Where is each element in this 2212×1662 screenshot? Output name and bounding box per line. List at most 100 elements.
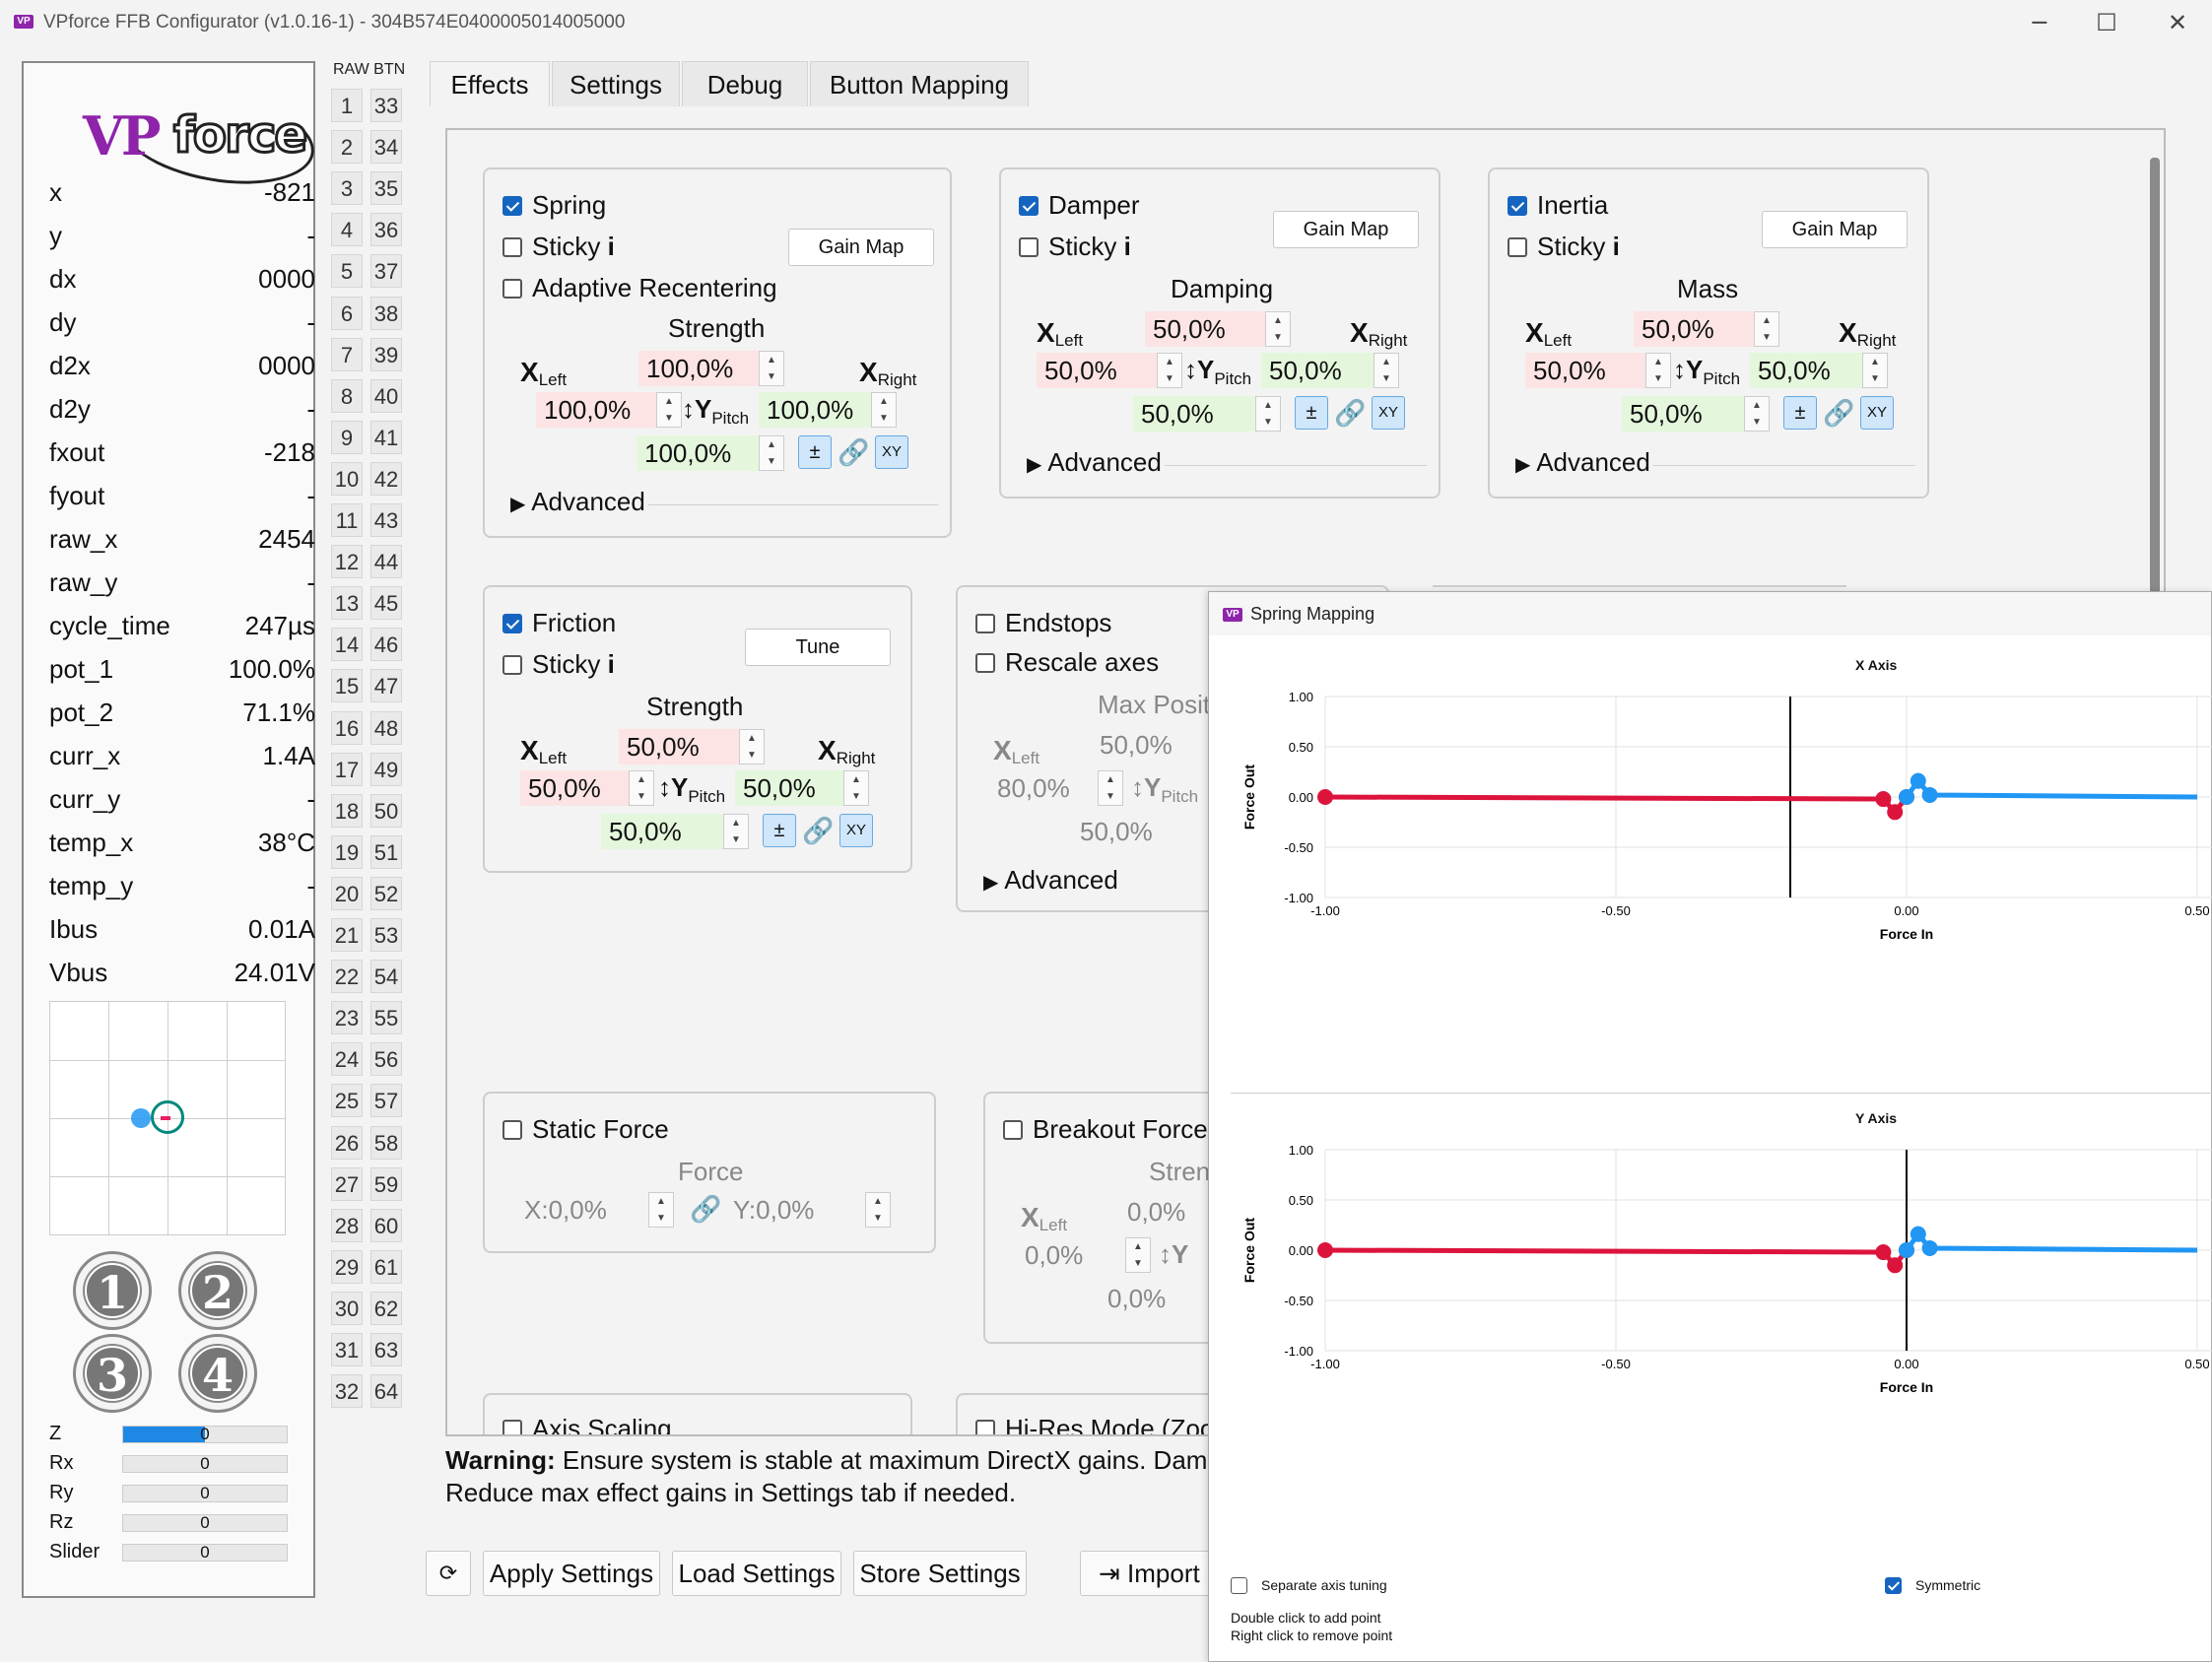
link-icon[interactable]: 🔗 — [1334, 398, 1367, 428]
endstops-left-spinbox[interactable]: 80,0% ▲ ▼ — [989, 770, 1123, 806]
link-icon[interactable]: 🔗 — [838, 437, 870, 467]
damper-gain-map-button[interactable]: Gain Map — [1273, 211, 1419, 248]
btn-button-cell: 42 — [370, 461, 402, 496]
static-force-checkbox[interactable]: Static Force — [503, 1113, 669, 1145]
friction-strength-label: Strength — [646, 692, 744, 721]
spring-xy-button[interactable]: XY — [875, 435, 908, 469]
y-axis-mapping-chart[interactable]: 1.00 0.50 0.00 -0.50 -1.00-1.00 -0.50 0.00 0.50… — [1209, 1128, 2212, 1532]
damper-advanced-toggle[interactable]: ▶ Advanced — [1027, 447, 1162, 477]
spring-right-spinbox[interactable]: 100,0% ▲ ▼ — [759, 392, 897, 428]
damper-right-spinbox[interactable]: 50,0% ▲ ▼ — [1261, 353, 1399, 388]
inertia-advanced-toggle[interactable]: ▶ Advanced — [1515, 447, 1650, 477]
breakout-left-spinbox[interactable]: 0,0% ▲ ▼ — [1017, 1237, 1151, 1273]
tab-button-mapping[interactable]: Button Mapping — [810, 61, 1029, 106]
inertia-left-spinbox[interactable]: 50,0% ▲ ▼ — [1525, 353, 1671, 388]
breakout-force-checkbox[interactable]: Breakout Force — [1003, 1113, 1208, 1145]
static-force-group: Static Force Force X:0,0% ▲ ▼ 🔗 Y:0,0% ▲ ▼ — [483, 1092, 936, 1253]
minimize-button[interactable]: ─ — [2032, 9, 2047, 36]
damper-top-spinbox[interactable]: 50,0% ▲ ▼ — [1145, 311, 1291, 347]
static-force-y-spinbox[interactable]: Y:0,0% ▲ ▼ — [725, 1192, 891, 1228]
series-line-0 — [1324, 794, 1909, 815]
hires-mode-checkbox[interactable]: Hi-Res Mode (Zoo — [975, 1413, 1214, 1434]
series-line-1 — [1904, 1231, 2198, 1253]
endstops-top-spinbox[interactable]: 50,0% — [1100, 730, 1173, 760]
damper-left-spinbox[interactable]: 50,0% ▲ ▼ — [1037, 353, 1182, 388]
spring-sticky-checkbox[interactable]: Sticky i — [503, 231, 615, 262]
endstops-bottom-spinbox[interactable]: 50,0% — [1080, 817, 1153, 846]
axis-scaling-checkbox[interactable]: Axis Scaling — [503, 1413, 672, 1434]
store-settings-button[interactable]: Store Settings — [853, 1551, 1027, 1596]
close-button[interactable]: ✕ — [2167, 9, 2188, 36]
y-pitch-label: ↕YPitch — [1184, 355, 1252, 389]
apply-settings-button[interactable]: Apply Settings — [483, 1551, 660, 1596]
btn-button-cell: 49 — [370, 752, 402, 786]
link-icon[interactable]: 🔗 — [690, 1194, 722, 1224]
inertia-right-spinbox[interactable]: 50,0% ▲ ▼ — [1750, 353, 1888, 388]
spring-bottom-spinbox[interactable]: 100,0% ▲ ▼ — [637, 435, 784, 471]
breakout-bottom-spinbox[interactable]: 0,0% — [1107, 1284, 1167, 1313]
maximize-button[interactable]: ☐ — [2096, 9, 2117, 36]
spring-gain-map-button[interactable]: Gain Map — [788, 229, 934, 266]
btn-button-cell: 40 — [370, 378, 402, 413]
force-position-ring — [151, 1100, 184, 1134]
inertia-symmetric-button[interactable]: ± — [1783, 396, 1817, 430]
damper-sticky-checkbox[interactable]: Sticky i — [1019, 231, 1131, 262]
inertia-top-spinbox[interactable]: 50,0% ▲ ▼ — [1634, 311, 1779, 347]
spring-top-spinbox[interactable]: 100,0% ▲ ▼ — [638, 351, 784, 386]
tab-settings[interactable]: Settings — [552, 61, 680, 106]
x-axis-mapping-chart[interactable]: 1.00 0.50 0.00 -0.50 -1.00-1.00 -0.50 0.00 0.50… — [1209, 675, 2212, 1079]
raw-button-cell: 15 — [331, 669, 363, 703]
friction-right-spinbox[interactable]: 50,0% ▲ ▼ — [735, 770, 869, 806]
friction-tune-button[interactable]: Tune — [745, 629, 891, 666]
friction-checkbox[interactable]: Friction — [503, 607, 616, 638]
import-button[interactable]: ⇥ Import — [1080, 1551, 1228, 1596]
btn-button-cell: 39 — [370, 337, 402, 371]
inertia-sticky-checkbox[interactable]: Sticky i — [1508, 231, 1620, 262]
link-icon[interactable]: 🔗 — [1823, 398, 1855, 428]
rescale-axes-checkbox[interactable]: Rescale axes — [975, 646, 1159, 678]
adaptive-recentering-checkbox[interactable]: Adaptive Recentering — [503, 272, 777, 303]
symmetric-checkbox[interactable]: Symmetric — [1885, 1577, 1980, 1594]
damper-checkbox[interactable]: Damper — [1019, 189, 1139, 221]
friction-top-spinbox[interactable]: 50,0% ▲ ▼ — [619, 729, 765, 765]
btn-button-cell: 47 — [370, 669, 402, 703]
force-vector — [161, 1116, 170, 1120]
btn-button-cell: 64 — [370, 1374, 402, 1409]
inertia-gain-map-button[interactable]: Gain Map — [1762, 211, 1908, 248]
friction-bottom-spinbox[interactable]: 50,0% ▲ ▼ — [601, 814, 749, 849]
spring-advanced-toggle[interactable]: ▶ Advanced — [510, 487, 645, 516]
separate-axis-tuning-checkbox[interactable]: Separate axis tuning — [1231, 1577, 1387, 1594]
breakout-top-spinbox[interactable]: 0,0% — [1127, 1197, 1186, 1227]
spring-left-spinbox[interactable]: 100,0% ▲ ▼ — [536, 392, 682, 428]
telemetry-key: curr_y — [49, 784, 121, 814]
tab-debug[interactable]: Debug — [682, 61, 808, 106]
link-icon[interactable]: 🔗 — [802, 816, 835, 845]
x-tick-label: 0.50 — [2184, 903, 2209, 918]
endstops-checkbox[interactable]: Endstops — [975, 607, 1111, 638]
inertia-bottom-spinbox[interactable]: 50,0% ▲ ▼ — [1622, 396, 1770, 432]
damper-symmetric-button[interactable]: ± — [1295, 396, 1328, 430]
spring-checkbox[interactable]: Spring — [503, 189, 606, 221]
telemetry-row-dx: dx 0000 — [49, 264, 315, 299]
static-force-x-spinbox[interactable]: X:0,0% ▲ ▼ — [516, 1192, 674, 1228]
friction-sticky-checkbox[interactable]: Sticky i — [503, 648, 615, 680]
telemetry-row-y: y- — [49, 221, 315, 256]
damper-bottom-spinbox[interactable]: 50,0% ▲ ▼ — [1133, 396, 1281, 432]
load-settings-button[interactable]: Load Settings — [672, 1551, 841, 1596]
btn-button-cell: 53 — [370, 918, 402, 952]
friction-symmetric-button[interactable]: ± — [763, 814, 796, 847]
raw-button-cell: 2 — [331, 130, 363, 165]
spring-symmetric-button[interactable]: ± — [798, 435, 832, 469]
inertia-checkbox[interactable]: Inertia — [1508, 189, 1608, 221]
inertia-xy-button[interactable]: XY — [1860, 396, 1894, 430]
telemetry-value: 71.1% — [242, 698, 315, 727]
friction-xy-button[interactable]: XY — [839, 814, 873, 847]
endstops-advanced-toggle[interactable]: ▶ Advanced — [983, 865, 1118, 895]
telemetry-value: 0000 — [258, 351, 315, 380]
telemetry-value: 1.4A — [262, 741, 316, 770]
refresh-button[interactable]: ⟳ — [426, 1551, 471, 1596]
tab-effects[interactable]: Effects — [430, 61, 550, 106]
damper-xy-button[interactable]: XY — [1372, 396, 1405, 430]
friction-left-spinbox[interactable]: 50,0% ▲ ▼ — [520, 770, 654, 806]
